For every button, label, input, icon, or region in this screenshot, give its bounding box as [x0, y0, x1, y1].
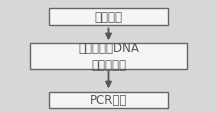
FancyBboxPatch shape: [30, 44, 187, 69]
Text: 细胞裂解、DNA
纯化和浓缩: 细胞裂解、DNA 纯化和浓缩: [78, 42, 139, 71]
FancyBboxPatch shape: [49, 92, 168, 108]
FancyBboxPatch shape: [49, 9, 168, 26]
Text: 细胞捕获: 细胞捕获: [94, 11, 123, 24]
Text: PCR扩增: PCR扩增: [90, 94, 127, 106]
